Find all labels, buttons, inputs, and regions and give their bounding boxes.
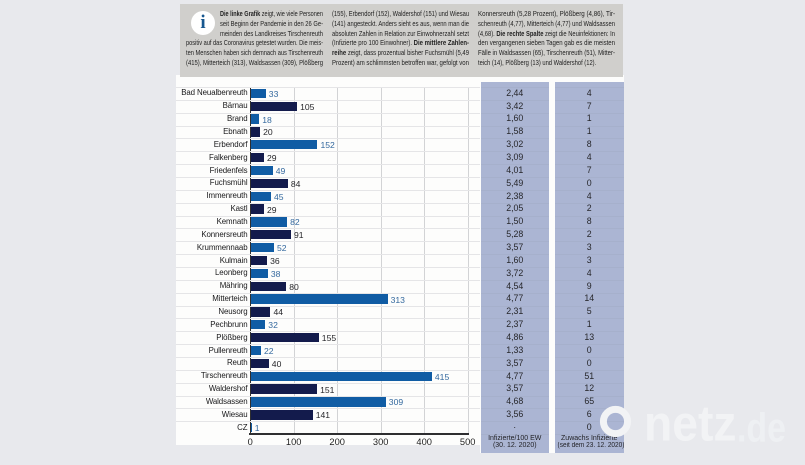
svg-text:.de: .de	[737, 405, 786, 451]
svg-text:netz: netz	[644, 396, 737, 452]
